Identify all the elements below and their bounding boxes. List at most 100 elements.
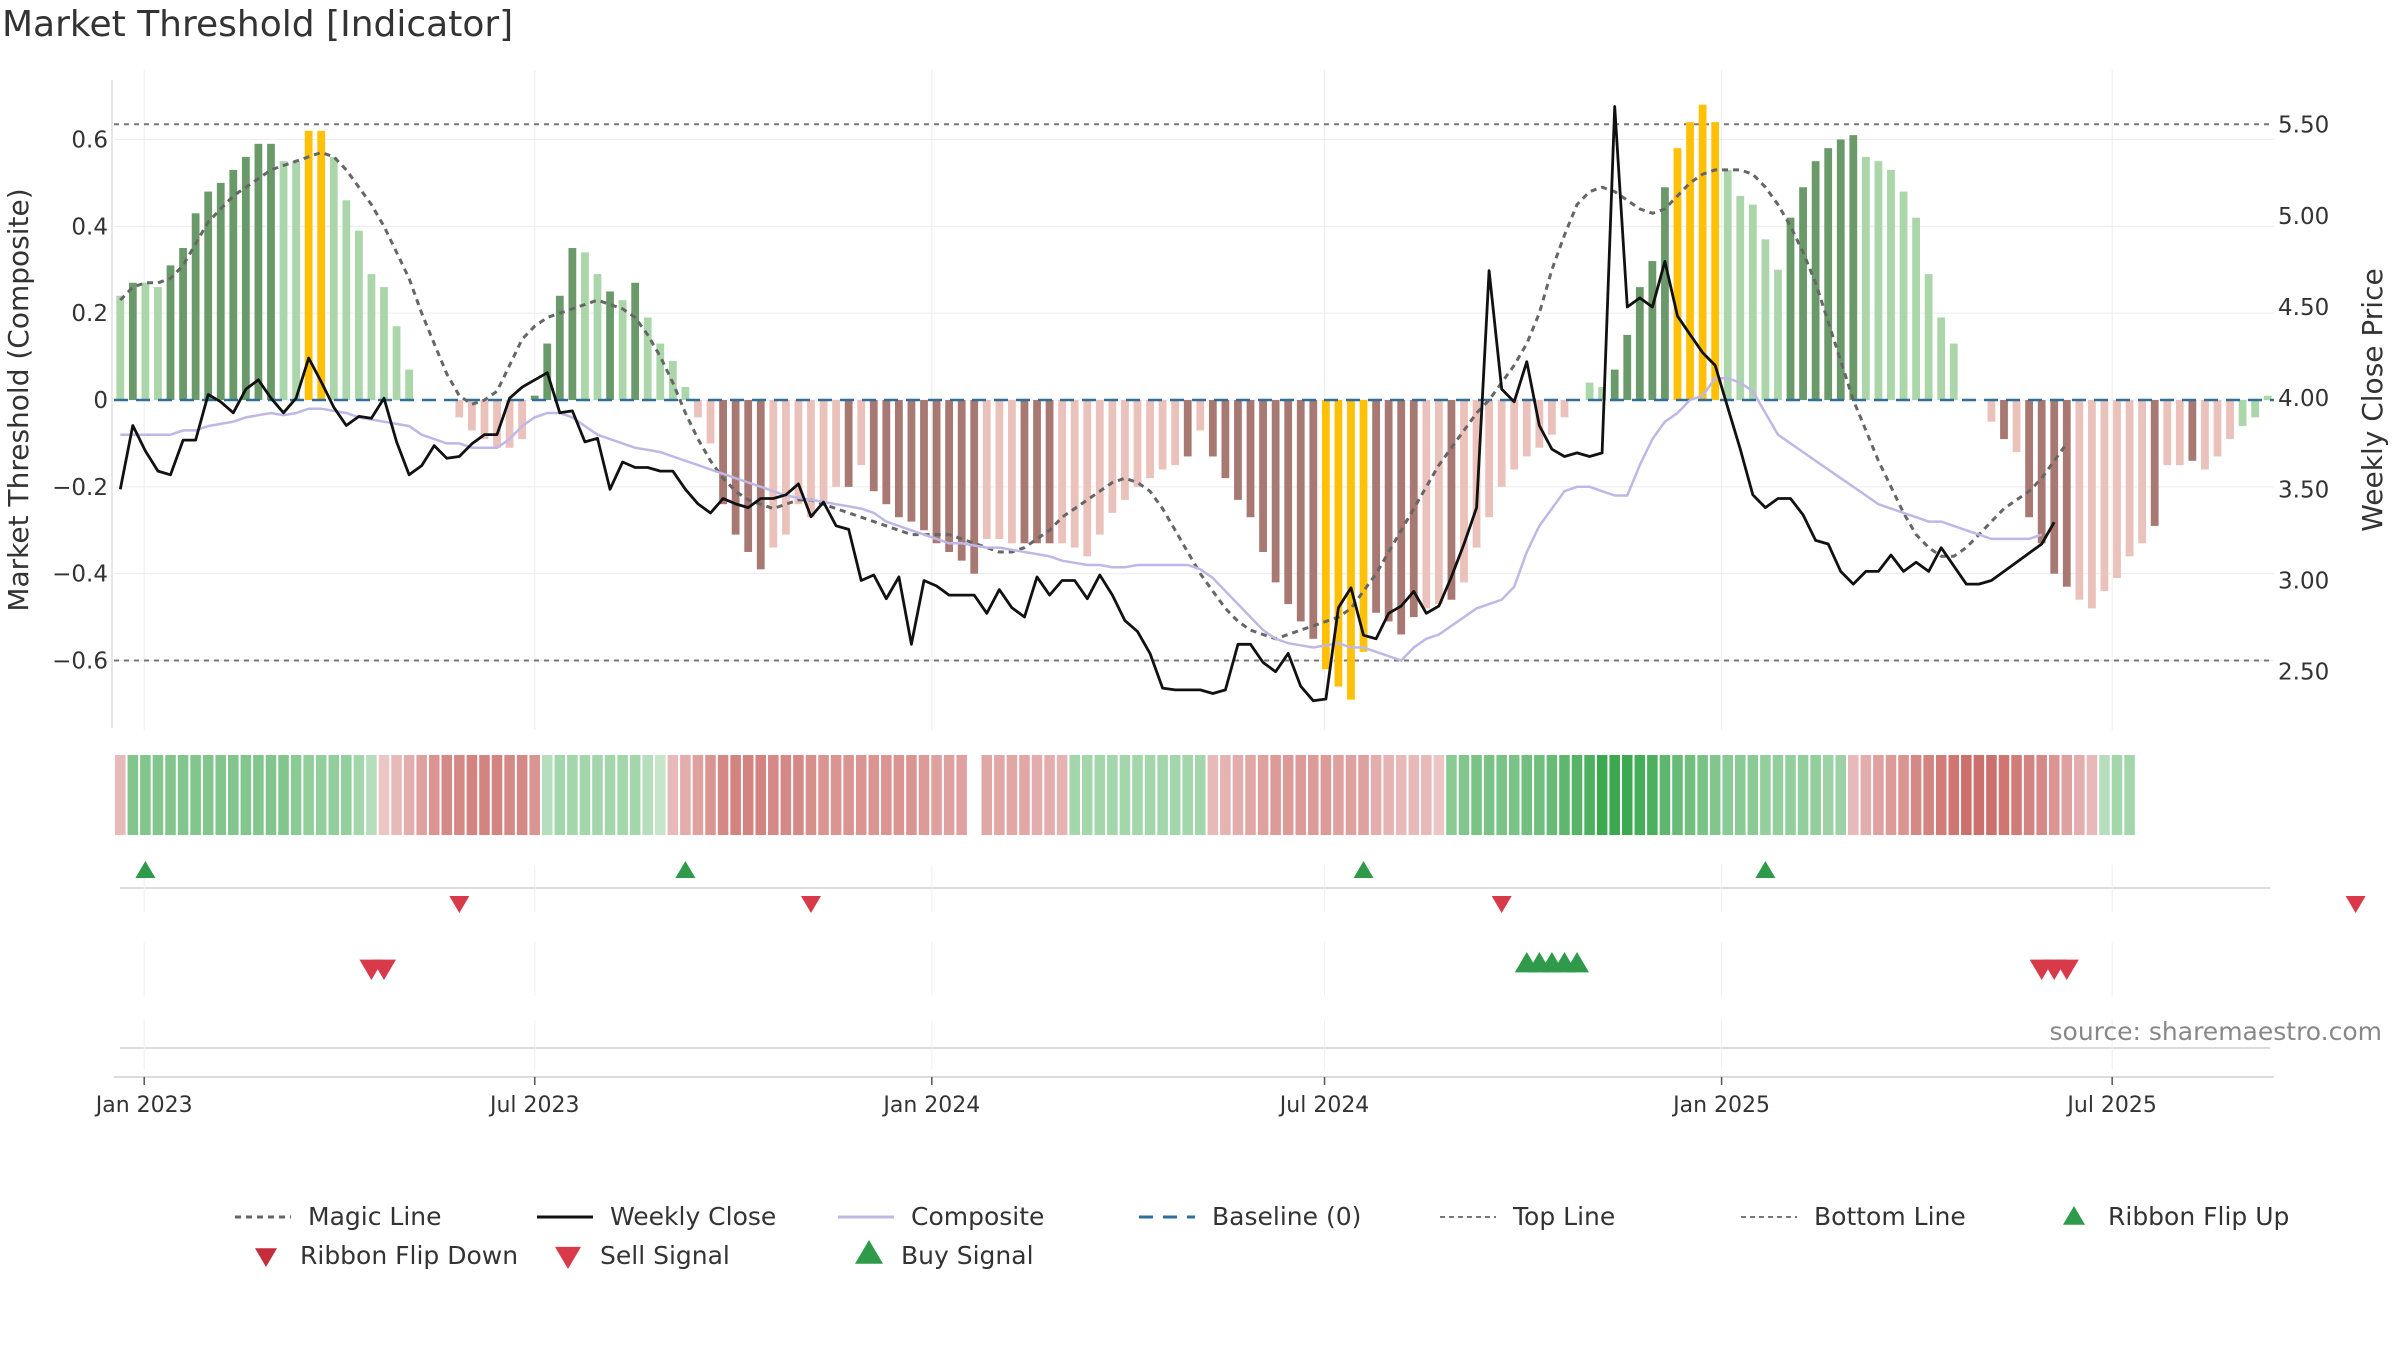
composite-bar: [354, 230, 363, 400]
ribbon-cell: [1697, 755, 1708, 835]
ribbon-flip-down-marker: [1491, 896, 1512, 913]
ribbon-cell: [2023, 755, 2035, 835]
composite-bar: [706, 400, 715, 444]
ribbon-cell: [1910, 755, 1922, 835]
ribbon-cell: [1873, 755, 1884, 835]
ribbon-cell: [491, 755, 503, 835]
ribbon-cell: [2099, 755, 2110, 835]
ribbon-cell: [1333, 755, 1344, 835]
composite-bar: [1522, 400, 1531, 457]
ribbon-cell: [1647, 755, 1658, 835]
ribbon-cell: [1898, 755, 1909, 835]
composite-bar: [1359, 400, 1368, 652]
composite-bar: [1786, 217, 1795, 400]
right-tick-label: 4.50: [2278, 295, 2329, 321]
legend-label-flipup: Ribbon Flip Up: [2108, 1202, 2289, 1231]
ribbon-cell: [1810, 755, 1821, 835]
composite-bar: [719, 400, 727, 505]
ribbon-cell: [1157, 755, 1168, 835]
composite-bar: [1736, 195, 1745, 400]
ribbon-cell: [1848, 755, 1859, 835]
ribbon-cell: [629, 755, 641, 835]
ribbon-cell: [1232, 755, 1244, 835]
ribbon-cell: [1069, 755, 1080, 835]
ribbon-cell: [2086, 755, 2098, 835]
ribbon-cell: [253, 755, 264, 835]
ribbon-cell: [290, 755, 302, 835]
ribbon-cell: [1496, 755, 1507, 835]
legend-item-flipup: Ribbon Flip Up: [2108, 1202, 2289, 1231]
composite-bar: [2012, 400, 2021, 453]
x-tick-label: Jul 2023: [488, 1093, 580, 1118]
ribbon-cell: [768, 755, 779, 835]
composite-bar: [1372, 400, 1380, 613]
chart-title: Market Threshold [Indicator]: [2, 4, 514, 45]
ribbon-cell: [366, 755, 377, 835]
composite-bar: [1434, 400, 1443, 605]
composite-bar: [1560, 400, 1569, 418]
composite-bar: [1058, 400, 1067, 544]
ribbon-cell: [1797, 755, 1809, 835]
composite-bar: [1409, 400, 1418, 618]
ribbon-flip-down-marker: [800, 896, 821, 913]
right-tick-label: 3.50: [2278, 477, 2329, 503]
composite-bar: [1397, 400, 1406, 635]
composite-bar: [468, 400, 476, 431]
ribbon-cell: [1282, 755, 1294, 835]
buy-signal-marker: [1565, 952, 1590, 973]
composite-bar: [1008, 400, 1016, 544]
composite-bar: [593, 274, 602, 400]
source-label: source: sharemaestro.com: [2050, 1017, 2383, 1046]
ribbon-cell: [1119, 755, 1131, 835]
composite-bar: [380, 287, 388, 400]
ribbon-cell: [1935, 755, 1947, 835]
legend-label-baseline: Baseline (0): [1212, 1202, 1361, 1231]
ribbon-cell: [1320, 755, 1332, 835]
composite-bar: [480, 400, 489, 440]
composite-bar: [1208, 400, 1217, 457]
ribbon-cell: [416, 755, 427, 835]
ribbon-cell: [893, 755, 905, 835]
ribbon-cell: [1257, 755, 1269, 835]
composite-bar: [932, 400, 941, 544]
legend-item-close: Weekly Close: [537, 1202, 776, 1231]
ribbon-cell: [1144, 755, 1156, 835]
ribbon-cell: [265, 755, 277, 835]
right-tick-label: 4.00: [2278, 386, 2329, 412]
composite-bar: [518, 400, 527, 440]
ribbon-cell: [1961, 755, 1972, 835]
right-axis-label: Weekly Close Price: [2356, 268, 2389, 531]
legend-swatch-sell: [555, 1246, 581, 1269]
left-tick-label: 0.2: [71, 301, 108, 327]
composite-bar: [493, 400, 501, 448]
legend-label-close: Weekly Close: [610, 1202, 776, 1231]
composite-bar: [1447, 400, 1456, 600]
composite-bar: [505, 400, 514, 448]
composite-bar: [241, 156, 250, 400]
composite-bar: [1912, 217, 1920, 400]
composite-bar: [920, 400, 928, 531]
ribbon-cell: [516, 755, 528, 835]
composite-bar: [2138, 400, 2147, 544]
composite-bar: [1635, 287, 1644, 400]
ribbon-cell: [190, 755, 201, 835]
composite-bar: [166, 265, 175, 400]
ribbon-cell: [1056, 755, 1068, 835]
ribbon-cell: [1019, 755, 1030, 835]
composite-bar: [1095, 400, 1104, 535]
ribbon-cell: [1923, 755, 1934, 835]
ribbon-cell: [1270, 755, 1281, 835]
composite-bar: [1598, 386, 1607, 400]
composite-bar: [279, 161, 288, 400]
ribbon-cell: [1885, 755, 1897, 835]
legend-item-composite: Composite: [838, 1202, 1044, 1231]
composite-bar: [1887, 169, 1895, 400]
ribbon-cell: [805, 755, 817, 835]
composite-bar: [1146, 400, 1154, 479]
composite-bar: [329, 156, 338, 400]
composite-bar: [681, 386, 690, 400]
composite-bar: [1686, 122, 1694, 401]
composite-line: [120, 377, 2043, 662]
x-tick-label: Jan 2023: [94, 1093, 193, 1118]
